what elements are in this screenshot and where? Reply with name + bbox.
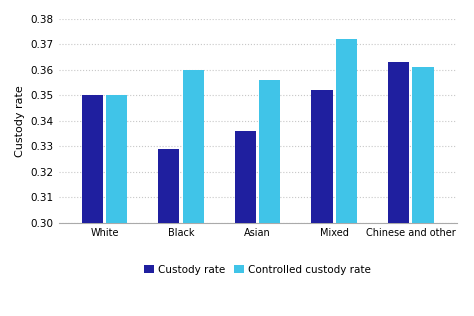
Legend: Custody rate, Controlled custody rate: Custody rate, Controlled custody rate bbox=[139, 260, 375, 279]
Bar bbox=[388, 62, 409, 316]
Y-axis label: Custody rate: Custody rate bbox=[15, 85, 25, 157]
Bar bbox=[311, 90, 333, 316]
Bar bbox=[106, 95, 128, 316]
Bar bbox=[259, 80, 281, 316]
Bar bbox=[182, 70, 204, 316]
Bar bbox=[412, 67, 434, 316]
Bar bbox=[82, 95, 103, 316]
Bar bbox=[235, 131, 256, 316]
Bar bbox=[158, 149, 180, 316]
Bar bbox=[336, 40, 357, 316]
